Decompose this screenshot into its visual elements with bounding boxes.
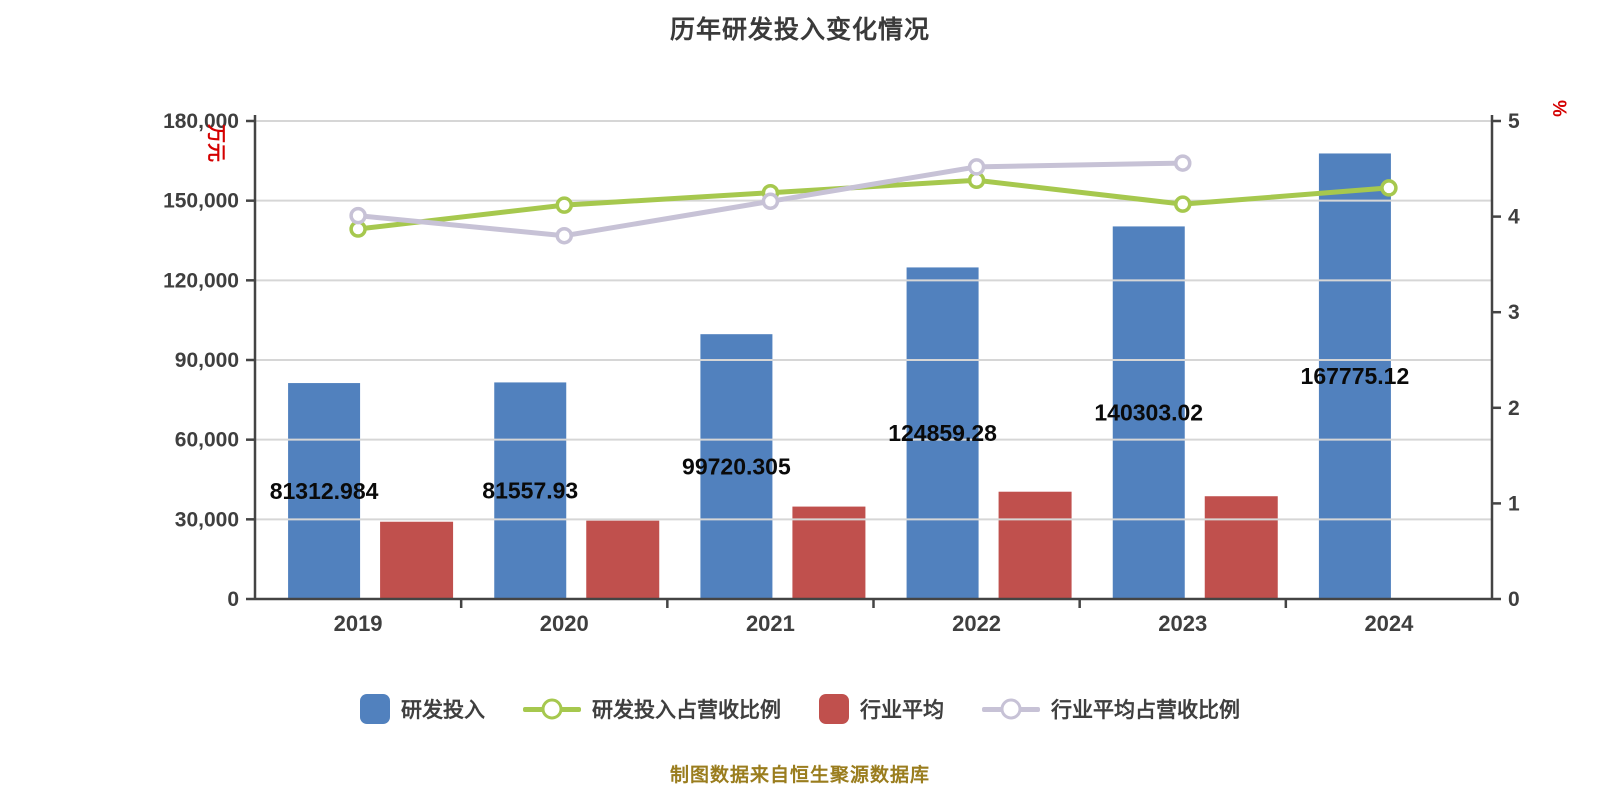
left-axis-tick-label: 60,000 bbox=[175, 429, 239, 452]
x-axis-year-label: 2020 bbox=[540, 611, 589, 636]
data-point-marker bbox=[1174, 195, 1192, 213]
bar-value-label: 81312.984 bbox=[270, 478, 379, 504]
legend-item-rd-ratio[interactable]: 研发投入占营收比例 bbox=[523, 694, 781, 724]
bar-rd-2024 bbox=[1318, 153, 1391, 599]
source-note: 制图数据来自恒生聚源数据库 bbox=[669, 765, 930, 786]
right-axis-unit-label: % bbox=[1548, 100, 1569, 117]
chart-title: 历年研发投入变化情况 bbox=[669, 16, 930, 44]
left-axis-tick-label: 180,000 bbox=[163, 110, 239, 133]
data-point-marker bbox=[1174, 154, 1192, 172]
x-axis-year-label: 2021 bbox=[746, 611, 795, 636]
line-line_rd_ratio bbox=[355, 177, 1392, 232]
right-axis-tick-label: 0 bbox=[1508, 588, 1520, 611]
data-point-marker bbox=[761, 192, 780, 211]
bar-rd-2019 bbox=[288, 383, 361, 599]
right-axis-tick-label: 3 bbox=[1508, 301, 1520, 324]
bar-industry-2020 bbox=[586, 520, 660, 599]
legend-swatch-rd-bar-icon bbox=[360, 694, 390, 724]
right-axis-tick-label: 2 bbox=[1508, 397, 1520, 420]
legend-label-industry-ratio: 行业平均占营收比例 bbox=[1051, 699, 1240, 722]
right-axis-tick-label: 4 bbox=[1508, 206, 1520, 229]
bar-value-label: 81557.93 bbox=[482, 478, 578, 504]
left-axis-tick-label: 90,000 bbox=[175, 349, 239, 372]
data-point-marker bbox=[1380, 179, 1398, 197]
left-axis-unit-label: 万元 bbox=[205, 123, 226, 162]
legend-item-industry-ratio[interactable]: 行业平均占营收比例 bbox=[982, 694, 1240, 724]
bar-value-label: 140303.02 bbox=[1094, 400, 1203, 426]
bar-value-label: 167775.12 bbox=[1301, 363, 1410, 389]
legend: 研发投入 研发投入占营收比例 行业平均 行业平均占营收比例 bbox=[0, 694, 1600, 724]
plot-svg: 81312.984 81557.9399720.305124859.2814030… bbox=[163, 100, 1569, 636]
x-axis-year-label: 2023 bbox=[1158, 611, 1207, 636]
left-axis-tick-label: 0 bbox=[227, 588, 239, 611]
x-axis-year-label: 2022 bbox=[952, 611, 1001, 636]
legend-label-rd-investment: 研发投入 bbox=[401, 699, 485, 722]
bar-rd-2023 bbox=[1112, 226, 1185, 599]
legend-swatch-rd-ratio-line-icon bbox=[523, 698, 581, 720]
x-axis-year-label: 2024 bbox=[1364, 611, 1414, 636]
legend-item-rd-investment[interactable]: 研发投入 bbox=[360, 694, 485, 724]
data-point-marker bbox=[349, 206, 367, 225]
x-axis-year-label: 2019 bbox=[334, 611, 383, 636]
left-axis-tick-label: 150,000 bbox=[163, 190, 239, 213]
legend-swatch-industry-ratio-line-icon bbox=[982, 698, 1040, 720]
bar-value-label: 99720.305 bbox=[682, 454, 791, 480]
left-axis-tick-label: 30,000 bbox=[175, 508, 239, 531]
data-point-marker bbox=[967, 158, 986, 176]
data-point-marker bbox=[555, 226, 573, 245]
legend-item-industry-avg[interactable]: 行业平均 bbox=[819, 694, 944, 724]
legend-swatch-industry-bar-icon bbox=[819, 694, 849, 724]
bar-rd-2020 bbox=[494, 382, 567, 599]
bar-industry-2019 bbox=[380, 521, 454, 599]
bar-industry-2023 bbox=[1204, 496, 1278, 599]
legend-label-industry-avg: 行业平均 bbox=[860, 699, 944, 722]
bar-value-label: 124859.28 bbox=[888, 420, 997, 446]
bar-rd-2021 bbox=[700, 334, 773, 599]
legend-marker-circle-icon bbox=[1000, 698, 1022, 720]
left-axis-tick-label: 120,000 bbox=[163, 269, 239, 292]
right-axis-tick-label: 5 bbox=[1508, 110, 1520, 133]
bar-industry-2022 bbox=[998, 491, 1072, 599]
right-axis-tick-label: 1 bbox=[1508, 492, 1520, 515]
bar-industry-2021 bbox=[792, 506, 866, 599]
data-point-marker bbox=[555, 196, 573, 214]
legend-marker-circle-icon bbox=[541, 698, 563, 720]
legend-label-rd-ratio: 研发投入占营收比例 bbox=[592, 699, 781, 722]
bar-rd-2022 bbox=[906, 267, 979, 599]
